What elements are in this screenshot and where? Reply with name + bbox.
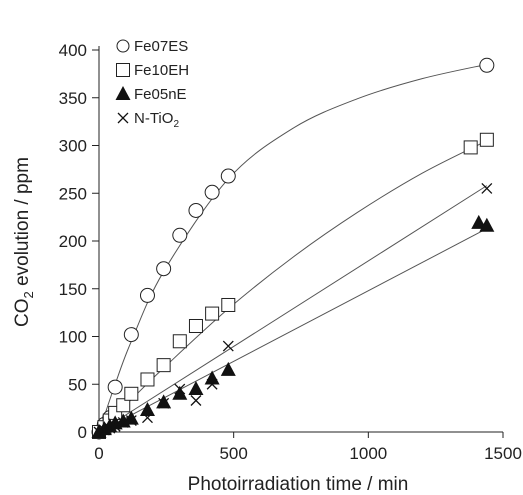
legend-label-text: Fe05nE xyxy=(134,86,187,103)
legend-item: Fe10EH xyxy=(116,62,189,79)
y-axis-title-sub: 2 xyxy=(21,291,36,298)
y-axis-title: CO2 evolution / ppm xyxy=(12,157,36,327)
fit-curve-4 xyxy=(98,185,488,433)
y-tick-label: 250 xyxy=(59,184,87,203)
data-point-series-1 xyxy=(172,227,188,243)
data-point-series-3 xyxy=(204,370,220,385)
data-point-series-3 xyxy=(156,394,172,409)
fit-curve-3 xyxy=(98,228,488,433)
data-point-series-4 xyxy=(142,412,153,424)
data-point-series-2 xyxy=(124,386,139,401)
y-tick-label: 400 xyxy=(59,41,87,60)
data-point-series-1 xyxy=(156,261,172,277)
legend-item: Fe05nE xyxy=(115,86,187,103)
data-point-series-1 xyxy=(188,202,204,218)
x-tick-label: 1000 xyxy=(349,444,387,463)
data-point-series-1 xyxy=(123,327,139,343)
data-point-series-4 xyxy=(206,378,218,390)
data-point-series-4 xyxy=(158,397,170,409)
data-point-series-2 xyxy=(188,318,203,333)
data-point-series-2 xyxy=(140,372,155,387)
data-point-series-3 xyxy=(479,217,495,232)
y-axis-title-main: CO xyxy=(12,298,33,327)
legend-marker xyxy=(117,112,129,124)
data-point-series-1 xyxy=(204,184,220,200)
data-point-series-2 xyxy=(463,140,478,155)
legend-label-text: N-TiO xyxy=(134,110,173,127)
legend-item: N-TiO2 xyxy=(117,110,179,130)
data-point-series-4 xyxy=(174,383,186,395)
x-tick-label: 0 xyxy=(94,444,103,463)
y-tick-label: 300 xyxy=(59,137,87,156)
axes: 0 50 100 150 200 250 300 350 400 0 500 1000 1500 xyxy=(59,41,522,463)
data-point-series-1 xyxy=(220,168,236,184)
legend-label-text: Fe07ES xyxy=(134,38,188,55)
data-point-series-3 xyxy=(123,410,139,425)
legend: Fe07ES Fe10EH Fe05nE N-TiO2 xyxy=(115,38,189,130)
data-point-series-2 xyxy=(205,306,220,321)
y-tick-label: 350 xyxy=(59,89,87,108)
data-point-series-4 xyxy=(125,415,137,426)
fit-curve-2 xyxy=(98,140,488,433)
y-axis-title-rest: evolution / ppm xyxy=(12,157,33,291)
data-point-series-4 xyxy=(481,183,493,194)
legend-marker xyxy=(116,39,130,53)
data-point-series-2 xyxy=(116,398,131,413)
data-points xyxy=(91,57,495,440)
data-point-series-3 xyxy=(188,381,204,396)
legend-item: Fe07ES xyxy=(116,38,188,55)
x-tick-label: 1500 xyxy=(484,444,522,463)
legend-label-subscript: 2 xyxy=(173,119,179,130)
legend-label: Fe10EH xyxy=(134,62,189,79)
data-point-series-3 xyxy=(471,214,487,229)
legend-label: Fe05nE xyxy=(134,86,187,103)
x-tick-label: 500 xyxy=(219,444,247,463)
data-point-series-3 xyxy=(172,385,188,400)
data-point-series-1 xyxy=(479,57,495,73)
legend-marker xyxy=(116,63,130,77)
data-point-series-4 xyxy=(190,395,202,406)
y-tick-label: 0 xyxy=(78,423,87,442)
data-point-series-2 xyxy=(221,297,236,312)
data-point-series-3 xyxy=(220,361,236,376)
data-point-series-4 xyxy=(222,340,234,352)
x-axis-title: Photoirradiation time / min xyxy=(188,474,409,495)
data-point-series-2 xyxy=(156,358,171,373)
y-tick-label: 200 xyxy=(59,232,87,251)
y-tick-label: 50 xyxy=(68,375,87,394)
data-point-series-1 xyxy=(107,379,123,395)
data-point-series-1 xyxy=(139,287,155,303)
legend-label: Fe07ES xyxy=(134,38,188,55)
data-point-series-2 xyxy=(479,132,494,147)
data-point-series-2 xyxy=(172,334,187,349)
y-tick-label: 100 xyxy=(59,328,87,347)
legend-label: N-TiO2 xyxy=(134,110,179,130)
legend-marker xyxy=(115,86,131,100)
y-tick-label: 150 xyxy=(59,280,87,299)
legend-label-text: Fe10EH xyxy=(134,62,189,79)
data-point-series-3 xyxy=(139,402,155,417)
data-point-series-4 xyxy=(109,420,121,432)
